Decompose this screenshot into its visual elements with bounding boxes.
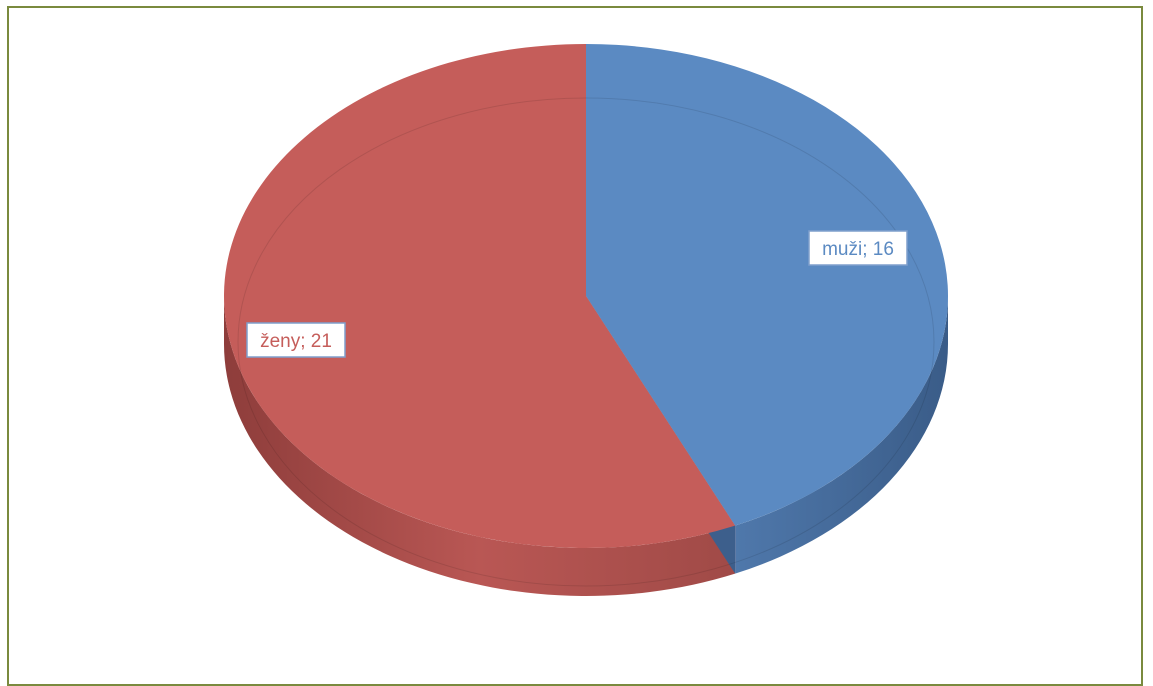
data-label-box — [246, 322, 346, 358]
pie-bevel — [237, 97, 935, 587]
data-label-ženy: ženy; 21 — [246, 322, 346, 358]
pie-side-ženy — [224, 296, 736, 597]
pie-slice-ženy — [224, 44, 736, 548]
data-label-text: muži; 16 — [822, 239, 894, 260]
pie-side-muži — [735, 296, 948, 574]
data-label-muži: muži; 16 — [808, 230, 908, 266]
pie-labels: muži; 16 ženy; 21 — [246, 230, 908, 358]
pie-tops — [224, 44, 949, 587]
pie-slice-muži — [586, 44, 949, 526]
data-label-text: ženy; 21 — [260, 331, 332, 352]
data-label-box — [808, 230, 908, 266]
